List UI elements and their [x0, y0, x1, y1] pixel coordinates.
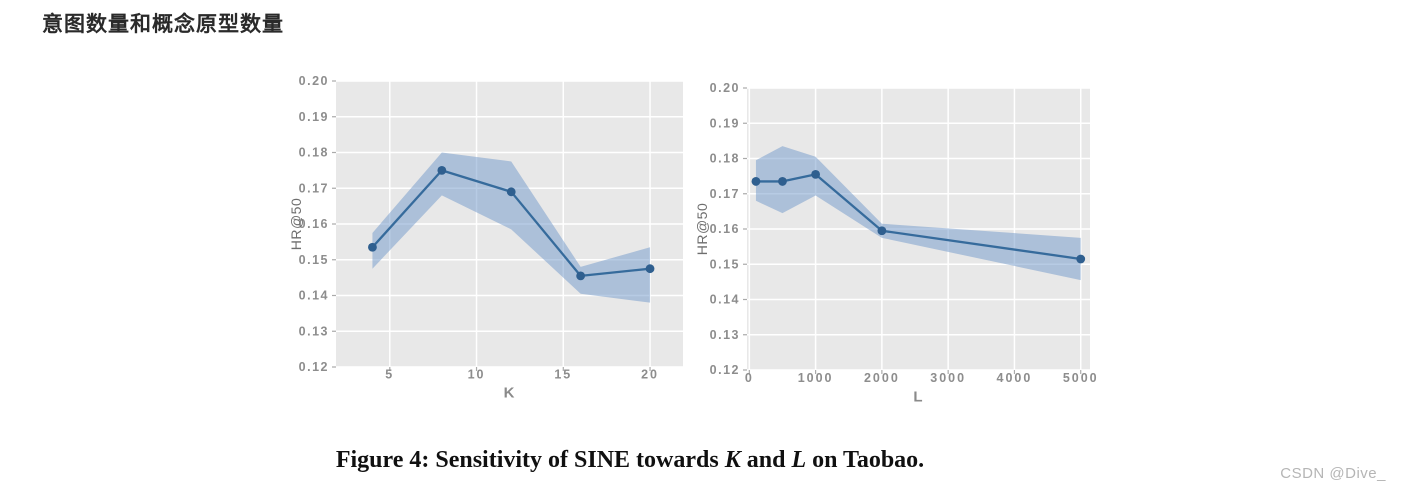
caption-segment: L — [791, 447, 807, 473]
caption-segment: K — [724, 447, 741, 473]
x-tick-label: 15 — [554, 368, 572, 382]
x-tick-label: 2000 — [864, 371, 900, 385]
y-tick-label: 0.15 — [710, 257, 740, 271]
figure-caption: Figure 4: Sensitivity of SINE towards K … — [230, 447, 1030, 474]
data-point — [368, 242, 377, 252]
y-tick-label: 0.14 — [299, 289, 329, 303]
x-tick-label: 5000 — [1063, 371, 1099, 385]
chart-l: 0 1000 2000 3000 4000 5000 0.12 0.13 0.14 0.15 0.1… — [694, 81, 1099, 406]
y-tick-label: 0.19 — [299, 110, 329, 124]
y-tick-label: 0.16 — [710, 222, 740, 236]
x-axis-title: L — [913, 389, 923, 406]
x-tick-label: 1000 — [798, 371, 834, 385]
y-tick-label: 0.13 — [299, 324, 329, 338]
y-tick-label: 0.16 — [299, 217, 329, 231]
header-note: 意图数量和概念原型数量 — [42, 13, 284, 36]
data-point — [778, 177, 787, 186]
y-tick-label: 0.18 — [710, 152, 740, 166]
data-point — [877, 226, 887, 236]
data-point — [751, 177, 761, 186]
caption-segment: on Taobao. — [806, 447, 925, 473]
x-tick-label: 10 — [468, 368, 486, 382]
y-tick-label: 0.17 — [299, 181, 329, 195]
csdn-watermark: CSDN @Dive_ — [1280, 465, 1386, 482]
y-tick-label: 0.14 — [710, 293, 740, 307]
caption-segment: Figure 4: Sensitivity of SINE towards — [335, 447, 725, 473]
x-tick-label: 5 — [385, 368, 394, 382]
y-tick-label: 0.13 — [710, 328, 740, 342]
data-point — [437, 165, 447, 175]
data-point — [645, 264, 655, 274]
data-point — [506, 187, 516, 197]
x-tick-label: 20 — [641, 368, 659, 382]
data-point — [576, 271, 586, 281]
x-tick-label: 0 — [745, 371, 754, 385]
y-tick-label: 0.12 — [710, 363, 740, 377]
y-tick-label: 0.20 — [299, 74, 329, 88]
caption-segment: and — [740, 447, 792, 473]
y-tick-label: 0.15 — [299, 253, 329, 267]
y-axis-title: HR@50 — [694, 203, 710, 256]
x-axis-title: K — [504, 385, 516, 402]
y-axis-title: HR@50 — [288, 198, 304, 251]
x-tick-label: 4000 — [997, 371, 1033, 385]
data-point — [1076, 254, 1086, 264]
y-tick-label: 0.19 — [710, 116, 740, 130]
data-point — [811, 169, 820, 179]
y-tick-label: 0.20 — [710, 81, 740, 95]
confidence-band — [372, 152, 651, 303]
y-tick-label: 0.17 — [710, 187, 740, 201]
x-tick-label: 3000 — [930, 371, 966, 385]
y-tick-label: 0.12 — [299, 360, 329, 374]
sensitivity-charts-figure: 5 10 15 200.120.130.140.150.160.170.180.190… — [288, 74, 1099, 406]
y-tick-label: 0.18 — [299, 146, 329, 160]
chart-k: 5 10 15 20 0.12 0.13 0.14 0.15 0.16 0.17 0.18 0.19 0… — [288, 74, 683, 402]
